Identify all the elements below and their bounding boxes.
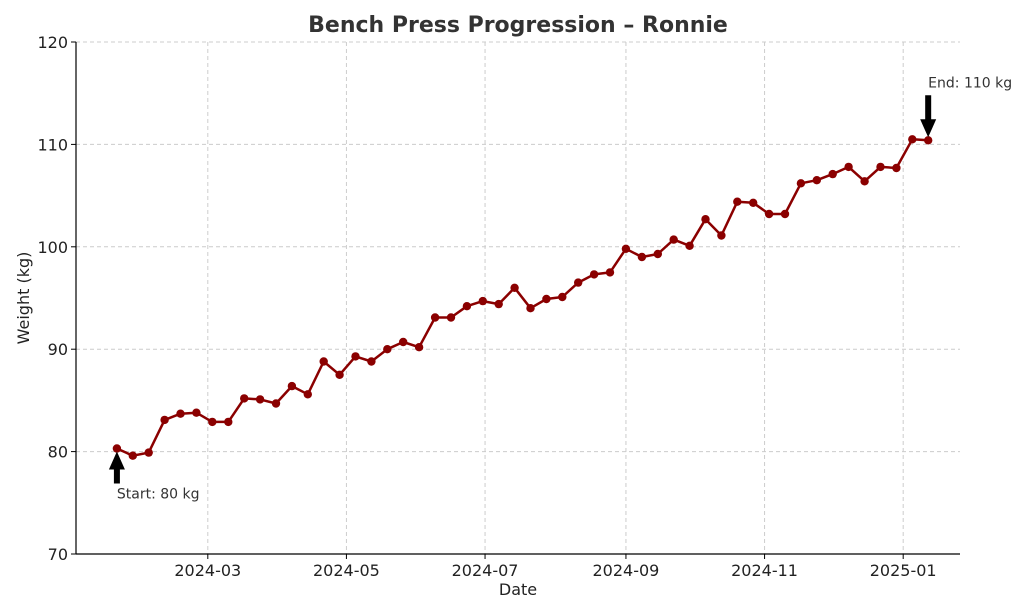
- data-point: [430, 313, 440, 322]
- data-point: [510, 283, 519, 292]
- data-point: [255, 395, 265, 404]
- y-tick-label: 70: [48, 545, 68, 564]
- data-point: [192, 408, 201, 417]
- data-point: [621, 244, 631, 253]
- annotation-label: Start: 80 kg: [117, 487, 200, 503]
- data-point: [208, 417, 217, 427]
- data-point: [637, 252, 647, 262]
- x-tick-label: 2025-01: [870, 561, 937, 580]
- data-point: [812, 176, 821, 185]
- y-tick-label: 110: [37, 135, 68, 154]
- data-point: [924, 136, 933, 145]
- data-point: [446, 313, 456, 322]
- data-point: [749, 198, 758, 207]
- data-point: [335, 370, 344, 379]
- x-tick-label: 2024-11: [731, 561, 798, 580]
- data-point: [399, 337, 408, 347]
- data-point: [224, 417, 233, 427]
- data-point: [589, 270, 599, 279]
- data-point: [876, 162, 885, 172]
- x-tick-label: 2024-09: [593, 561, 660, 580]
- axis-ticks: 70 80 90 100 110 120 2024-03 2024-05 2024-07 2024…: [37, 33, 936, 580]
- x-tick-label: 2024-03: [174, 561, 241, 580]
- data-point: [112, 444, 122, 453]
- chart-title: Bench Press Progression – Ronnie: [308, 13, 728, 38]
- data-point: [494, 299, 503, 309]
- data-point: [128, 451, 137, 460]
- data-point: [574, 278, 583, 287]
- data-point: [144, 448, 153, 457]
- data-point: [478, 296, 487, 306]
- data-point: [542, 294, 551, 304]
- data-point: [860, 177, 869, 186]
- series-line: [116, 138, 929, 457]
- data-point: [351, 352, 360, 361]
- data-point: [271, 399, 281, 408]
- annotation-arrow: [108, 451, 125, 484]
- data-point: [303, 390, 312, 399]
- data-point: [605, 268, 615, 277]
- data-point: [287, 381, 297, 391]
- data-point: [780, 209, 790, 219]
- data-point: [764, 209, 774, 219]
- data-point: [701, 215, 710, 224]
- data-point: [908, 135, 917, 144]
- series: [112, 135, 933, 460]
- data-point: [367, 357, 376, 366]
- data-point: [414, 343, 424, 352]
- grid: [76, 41, 960, 555]
- data-point: [685, 241, 694, 250]
- data-point: [892, 163, 901, 173]
- annotations: Start: 80 kg End: 110 kg: [108, 75, 1012, 503]
- y-tick-label: 80: [48, 443, 68, 462]
- data-point: [526, 304, 535, 313]
- y-tick-label: 120: [37, 33, 68, 52]
- data-point: [319, 357, 328, 366]
- y-axis-label: Weight (kg): [14, 252, 33, 345]
- data-point: [462, 302, 472, 311]
- x-tick-label: 2024-05: [313, 561, 380, 580]
- data-point: [240, 394, 249, 403]
- annotation-label: End: 110 kg: [928, 75, 1012, 91]
- data-point: [796, 179, 806, 188]
- data-point: [653, 249, 662, 259]
- annotation-arrow: [920, 95, 937, 138]
- data-point: [176, 409, 185, 418]
- data-point: [160, 415, 169, 425]
- data-point: [828, 169, 837, 179]
- data-point: [844, 162, 853, 172]
- axes-frame: [75, 42, 960, 555]
- y-tick-label: 90: [48, 340, 68, 359]
- x-tick-label: 2024-07: [452, 561, 519, 580]
- data-point: [733, 197, 742, 206]
- data-point: [669, 235, 678, 244]
- data-point: [383, 345, 392, 354]
- data-point: [558, 292, 567, 302]
- data-point: [717, 231, 726, 240]
- y-tick-label: 100: [37, 238, 68, 257]
- x-axis-label: Date: [499, 580, 537, 599]
